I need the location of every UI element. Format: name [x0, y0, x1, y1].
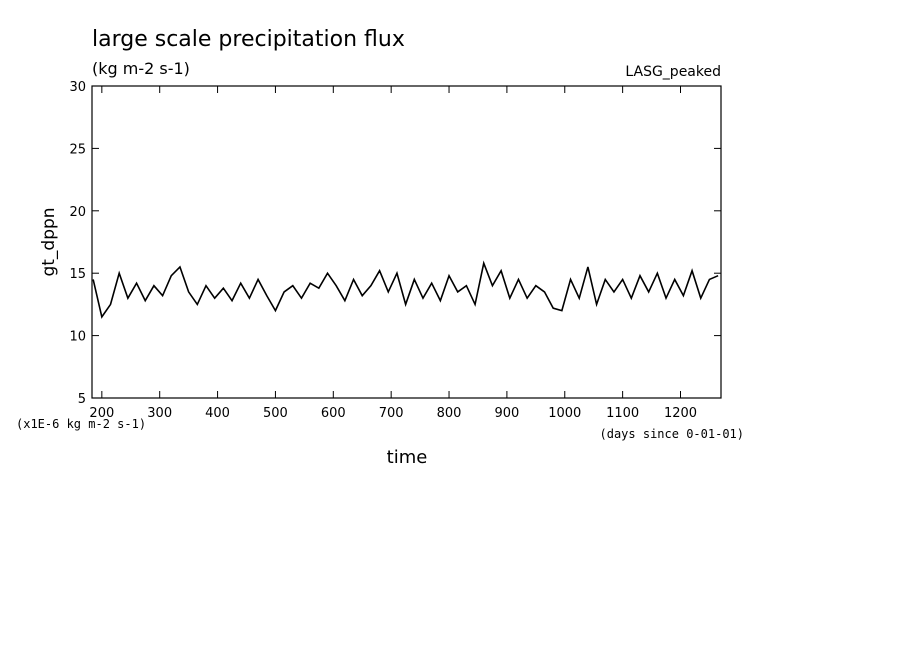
y-tick-label: 10 — [69, 330, 86, 345]
x-tick-label: 200 — [89, 406, 114, 421]
y-tick-label: 20 — [69, 205, 86, 220]
x-tick-label: 1000 — [548, 406, 581, 421]
x-units: (days since 0-01-01) — [600, 427, 745, 441]
x-tick-label: 500 — [263, 406, 288, 421]
x-tick-label: 1200 — [664, 406, 697, 421]
x-tick-label: 300 — [147, 406, 172, 421]
line — [92, 260, 719, 319]
x-axis-label: time — [387, 447, 428, 468]
y-axis-label: gt_dppn — [39, 207, 59, 276]
y-tick-label: 5 — [78, 392, 86, 407]
y-tick-label: 25 — [69, 142, 86, 157]
chart-title: large scale precipitation flux — [92, 27, 405, 52]
y-tick-label: 30 — [69, 80, 86, 95]
y-tick-label: 15 — [69, 267, 86, 282]
x-tick-label: 900 — [494, 406, 519, 421]
x-tick-label: 700 — [379, 406, 404, 421]
y-units: (x1E-6 kg m-2 s-1) — [16, 417, 146, 431]
chart-subtitle: (kg m-2 s-1) — [92, 59, 190, 78]
x-tick-label: 600 — [321, 406, 346, 421]
x-tick-label: 400 — [205, 406, 230, 421]
x-tick-label: 1100 — [606, 406, 639, 421]
annotation: LASG_peaked — [625, 64, 721, 80]
plot-frame — [91, 85, 722, 399]
x-tick-label: 800 — [437, 406, 462, 421]
